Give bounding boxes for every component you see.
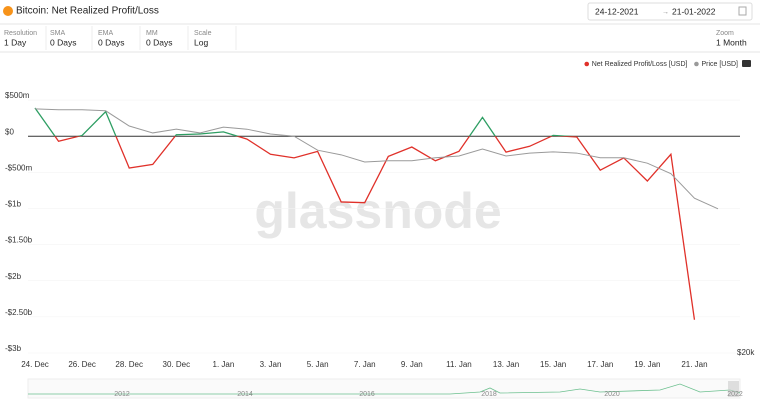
navigator[interactable] xyxy=(27,378,741,399)
navigator-handle[interactable] xyxy=(728,381,739,397)
chart: $500m $0 -$500m -$1b -$1.50b -$2b -$2.50b -$3b $… xyxy=(5,61,755,369)
x-tick-label: 30. Dec xyxy=(163,360,191,369)
x-tick-label: 7. Jan xyxy=(354,360,376,369)
x-tick-label: 26. Dec xyxy=(68,360,96,369)
control-value[interactable]: 1 Day xyxy=(4,37,27,47)
control-label: Resolution xyxy=(4,30,37,37)
y-tick-label: -$1b xyxy=(5,200,22,209)
watermark: glassnode xyxy=(254,183,501,239)
y-tick-label: -$3b xyxy=(5,344,22,353)
x-tick-label: 11. Jan xyxy=(446,360,472,369)
control-value[interactable]: Log xyxy=(194,37,208,47)
date-from[interactable]: 24-12-2021 xyxy=(595,6,639,16)
control-label: Zoom xyxy=(716,30,734,37)
page-title: Bitcoin: Net Realized Profit/Loss xyxy=(16,6,159,17)
control-value[interactable]: 1 Month xyxy=(716,37,747,47)
navigator-line xyxy=(28,383,741,395)
x-tick-label: 28. Dec xyxy=(115,360,143,369)
legend-marker xyxy=(694,61,699,67)
date-range[interactable] xyxy=(587,2,753,21)
navigator-label: 2022 xyxy=(727,391,743,398)
x-tick-label: 19. Jan xyxy=(634,360,660,369)
control-value[interactable]: 0 Days xyxy=(146,37,172,47)
y-tick-label: -$500m xyxy=(5,163,32,172)
y-tick-label: -$1.50b xyxy=(5,236,33,245)
x-tick-label: 3. Jan xyxy=(260,360,282,369)
bitcoin-icon xyxy=(3,6,13,16)
navigator-label: 2018 xyxy=(481,391,497,398)
date-to[interactable]: 21-01-2022 xyxy=(672,6,716,16)
x-tick-label: 17. Jan xyxy=(587,360,613,369)
navigator-label: 2014 xyxy=(237,391,253,398)
control-label: Scale xyxy=(194,30,212,37)
camera-icon[interactable] xyxy=(742,60,751,67)
y-tick-label: -$2b xyxy=(5,272,22,281)
navigator-label: 2012 xyxy=(114,391,130,398)
control-label: MM xyxy=(146,30,158,37)
navigator-label: 2016 xyxy=(359,391,375,398)
x-tick-label: 1. Jan xyxy=(213,360,235,369)
navigator-label: 2020 xyxy=(604,391,620,398)
x-tick-label: 13. Jan xyxy=(493,360,519,369)
x-tick-label: 9. Jan xyxy=(401,360,423,369)
y-tick-label: $0 xyxy=(5,127,14,136)
date-arrow: → xyxy=(662,9,669,16)
control-value[interactable]: 0 Days xyxy=(98,37,124,47)
y2-tick-label: $20k xyxy=(737,348,755,357)
calendar-icon[interactable] xyxy=(738,6,747,16)
x-tick-label: 21. Jan xyxy=(681,360,707,369)
legend-label: Price [USD] xyxy=(701,61,738,68)
control-value[interactable]: 0 Days xyxy=(50,37,76,47)
legend-marker xyxy=(584,61,590,67)
y-tick-label: -$2.50b xyxy=(5,308,33,317)
x-tick-label: 24. Dec xyxy=(21,360,49,369)
line-negative xyxy=(54,136,696,320)
x-tick-label: 5. Jan xyxy=(307,360,329,369)
line xyxy=(34,108,719,210)
y-tick-label: $500m xyxy=(5,91,30,100)
navigator-labels: 2012 2014 2016 2018 2020 2022 xyxy=(114,391,743,398)
legend-label: Net Realized Profit/Loss [USD] xyxy=(592,61,688,68)
control-label: SMA xyxy=(50,30,66,37)
control-label: EMA xyxy=(98,30,114,37)
x-tick-label: 15. Jan xyxy=(540,360,566,369)
